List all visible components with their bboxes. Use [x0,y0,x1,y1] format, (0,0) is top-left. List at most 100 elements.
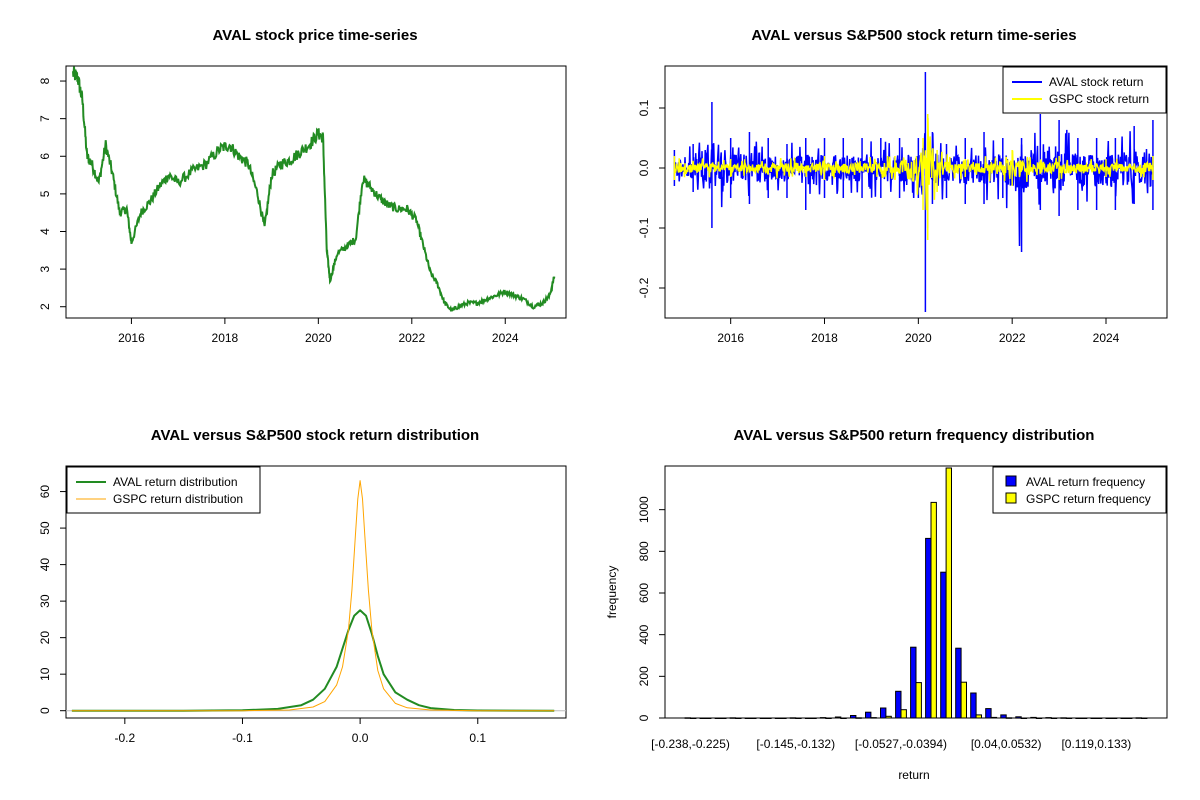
legend-box [992,466,1167,514]
legend-label-aval: AVAL stock return [1049,75,1143,89]
chart-title: AVAL stock price time-series [212,27,417,44]
gspc-bar [1020,717,1028,719]
aval-bar [1105,717,1112,719]
gspc-bar [1050,717,1058,719]
legend: AVAL stock return GSPC stock return [1002,66,1167,114]
x-tick-label: [-0.0527,-0.0394) [855,737,947,751]
gspc-bar [1035,717,1043,719]
y-tick-label: 60 [38,485,52,499]
y-axis-label: frequency [605,566,619,619]
return-timeseries-panel: AVAL versus S&P500 stock return time-ser… [637,27,1168,345]
gspc-bar [1080,717,1088,719]
y-tick-label: 400 [637,624,651,644]
aval-bar [985,708,992,719]
aval-bar [1060,717,1067,719]
gspc-bar [870,717,877,719]
y-tick-label: 8 [38,77,52,84]
gspc-bar [750,717,757,719]
plot-frame [664,65,1168,319]
y-tick-label: 2 [38,303,52,310]
legend-swatch-aval [1005,475,1017,487]
price-line [72,66,556,312]
legend-label-gspc: GSPC return distribution [113,492,243,506]
chart-title: AVAL versus S&P500 stock return distribu… [151,427,479,444]
y-tick-label: 7 [38,115,52,122]
aval-bar [804,717,812,719]
x-tick-label: 2020 [905,331,932,345]
gspc-bar [1065,717,1073,719]
gspc-bar [930,501,937,719]
gspc-bar [825,717,832,719]
gspc-bar [735,717,742,719]
aval-bar [1045,717,1052,719]
gspc-bar [705,717,712,719]
gspc-bar [900,709,907,719]
gspc-return-line [673,117,1154,211]
x-tick-label: 2024 [1093,331,1120,345]
gspc-bar [1005,717,1013,719]
gspc-bar [945,467,952,719]
aval-bar [910,646,917,719]
aval-bar [774,717,782,719]
aval-bar [970,692,977,719]
gspc-bar [885,715,892,719]
return-density-panel: AVAL versus S&P500 stock return distribu… [38,427,567,745]
gspc-density-line [71,480,555,712]
gspc-bar [855,717,862,719]
aval-bar [850,715,857,719]
y-tick-label: 200 [637,666,651,686]
aval-bar [759,717,767,719]
gspc-bar [975,714,982,719]
plot-frame [65,65,567,319]
aval-bar [1000,714,1007,719]
x-tick-label: 2022 [398,331,425,345]
y-tick-label: 50 [38,521,52,535]
aval-bar [865,711,872,719]
aval-bar [1135,717,1142,719]
gspc-bar [1110,717,1118,719]
aval-bar [789,717,797,719]
y-tick-label: -0.2 [637,277,651,298]
x-tick-label: 0.1 [469,731,486,745]
x-tick-label: 2016 [717,331,744,345]
aval-bar [744,717,752,719]
aval-bar [940,571,947,719]
aval-bar [1030,716,1037,719]
x-tick-label: 2020 [305,331,332,345]
y-tick-label: 0 [38,707,52,714]
return-histogram-panel: AVAL versus S&P500 return frequency dist… [605,427,1168,782]
aval-density-line [71,609,555,712]
legend-label-gspc: GSPC return frequency [1026,492,1151,506]
x-tick-label: [-0.145,-0.132) [756,737,835,751]
aval-bar [714,717,722,719]
aval-bar [699,717,706,719]
gspc-bar [765,717,772,719]
x-tick-label: -0.2 [114,731,135,745]
aval-bar [895,690,902,719]
gspc-bar [960,681,967,719]
aval-bar [1015,716,1022,719]
y-tick-label: -0.1 [637,217,651,238]
y-tick-label: 0 [637,714,651,721]
aval-bar [729,717,737,719]
legend-label-aval: AVAL return distribution [113,475,238,489]
chart-title: AVAL versus S&P500 stock return time-ser… [751,27,1076,44]
legend-box [1002,66,1167,114]
aval-return-line [673,129,1154,247]
gspc-bar [1126,717,1133,719]
aval-bar [834,716,842,719]
chart-title: AVAL versus S&P500 return frequency dist… [734,427,1095,444]
y-tick-label: 0.0 [637,159,651,176]
gspc-bar [990,716,998,719]
price-timeseries-panel: AVAL stock price time-series 2016 2018 202… [38,27,567,345]
legend-label-gspc: GSPC stock return [1049,92,1149,106]
x-tick-label: 2016 [118,331,145,345]
gspc-bar [1095,717,1103,719]
gspc-bar [915,682,922,719]
aval-bar [1075,717,1082,719]
gspc-bar [810,717,817,719]
gspc-bar [720,717,727,719]
x-tick-label: [0.04,0.0532) [971,737,1042,751]
x-tick-label: 0.0 [352,731,369,745]
